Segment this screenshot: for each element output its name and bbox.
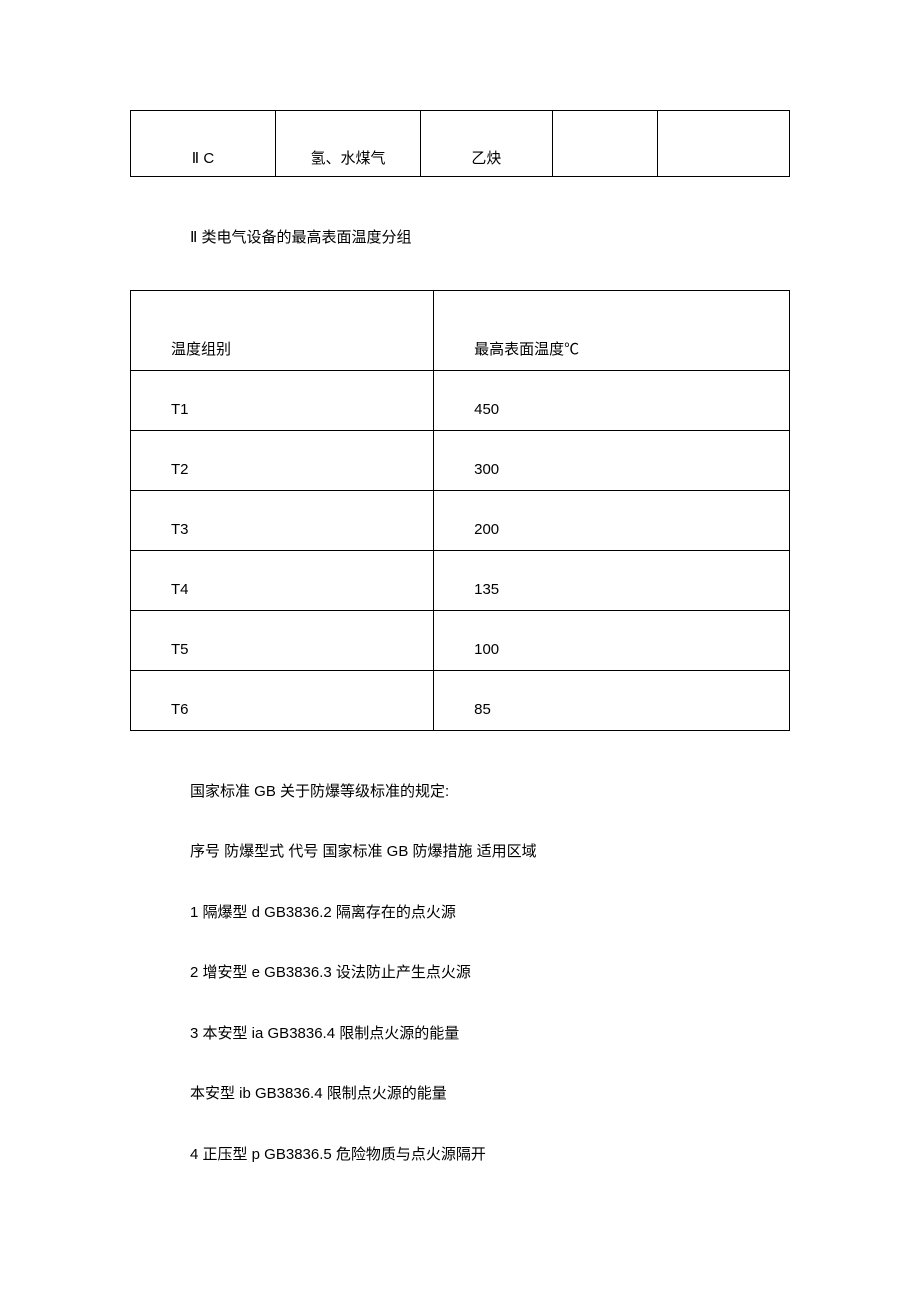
header-temp-group: 温度组别	[131, 290, 434, 370]
table-row: T3 200	[131, 490, 790, 550]
paragraph-item-3b: 本安型 ib GB3836.4 限制点火源的能量	[130, 1083, 790, 1106]
cell-class: Ⅱ C	[131, 111, 276, 177]
cell-empty1	[552, 111, 657, 177]
table-row: T4 135	[131, 550, 790, 610]
table-row: T2 300	[131, 430, 790, 490]
header-max-surface-temp: 最高表面温度℃	[434, 290, 790, 370]
paragraph-item-4: 4 正压型 p GB3836.5 危险物质与点火源隔开	[130, 1144, 790, 1167]
paragraph-item-2: 2 增安型 e GB3836.3 设法防止产生点火源	[130, 962, 790, 985]
cell-temp: 300	[434, 430, 790, 490]
paragraph-gb-intro: 国家标准 GB 关于防爆等级标准的规定:	[130, 781, 790, 804]
table-header-row: 温度组别 最高表面温度℃	[131, 290, 790, 370]
cell-group: T6	[131, 670, 434, 730]
paragraph-column-headers: 序号 防爆型式 代号 国家标准 GB 防爆措施 适用区域	[130, 841, 790, 864]
table-row: T5 100	[131, 610, 790, 670]
cell-group: T2	[131, 430, 434, 490]
cell-group: T5	[131, 610, 434, 670]
cell-gas1: 氢、水煤气	[275, 111, 420, 177]
top-fragment-table: Ⅱ C 氢、水煤气 乙炔	[130, 110, 790, 177]
table-row: T1 450	[131, 370, 790, 430]
cell-group: T3	[131, 490, 434, 550]
cell-empty2	[658, 111, 790, 177]
table-row: Ⅱ C 氢、水煤气 乙炔	[131, 111, 790, 177]
cell-temp: 200	[434, 490, 790, 550]
temperature-group-table: 温度组别 最高表面温度℃ T1 450 T2 300 T3 200 T4 135…	[130, 290, 790, 731]
table-row: T6 85	[131, 670, 790, 730]
cell-gas2: 乙炔	[420, 111, 552, 177]
cell-temp: 450	[434, 370, 790, 430]
cell-temp: 100	[434, 610, 790, 670]
cell-temp: 135	[434, 550, 790, 610]
section-heading: Ⅱ 类电气设备的最高表面温度分组	[130, 227, 790, 250]
cell-group: T1	[131, 370, 434, 430]
cell-group: T4	[131, 550, 434, 610]
paragraph-item-3: 3 本安型 ia GB3836.4 限制点火源的能量	[130, 1023, 790, 1046]
paragraph-item-1: 1 隔爆型 d GB3836.2 隔离存在的点火源	[130, 902, 790, 925]
cell-temp: 85	[434, 670, 790, 730]
